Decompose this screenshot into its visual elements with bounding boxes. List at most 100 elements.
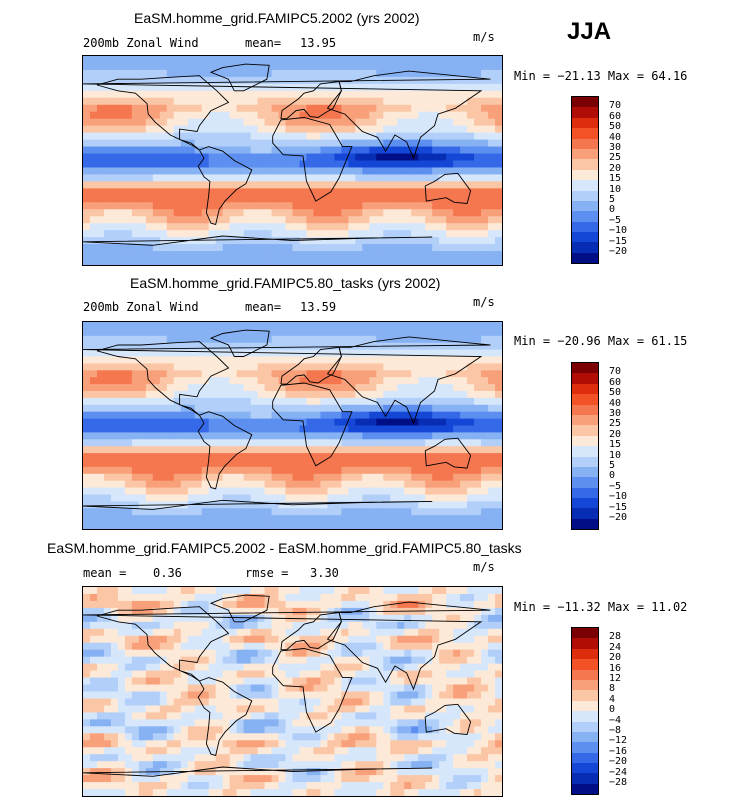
field-cell [320, 726, 329, 734]
field-cell [138, 607, 147, 616]
field-cell [369, 160, 377, 169]
field-cell [83, 370, 91, 378]
field-cell [313, 480, 322, 489]
field-cell [341, 691, 349, 700]
field-cell [404, 83, 412, 92]
field-cell [180, 342, 189, 351]
field-cell [215, 244, 224, 252]
colorbar-swatch [572, 190, 598, 201]
field-cell [194, 167, 203, 176]
field-cell [243, 418, 252, 427]
field-cell [327, 677, 335, 686]
field-cell [404, 244, 412, 252]
field-cell [229, 97, 238, 106]
field-cell [425, 593, 433, 602]
field-cell [334, 466, 342, 475]
field-cell [201, 522, 210, 529]
field-cell [250, 649, 259, 658]
field-cell [299, 195, 308, 203]
field-cell [292, 698, 301, 707]
field-cell [145, 223, 154, 231]
field-cell [222, 223, 231, 231]
field-cell [292, 76, 301, 85]
field-cell [481, 600, 489, 609]
field-cell [439, 726, 447, 734]
field-cell [236, 587, 245, 595]
field-cell [362, 600, 370, 609]
field-cell [222, 453, 231, 461]
field-cell [194, 349, 203, 358]
field-cell [404, 202, 412, 210]
field-cell [411, 349, 419, 358]
field-cell [327, 202, 335, 210]
field-cell [131, 202, 140, 210]
field-cell [250, 691, 259, 700]
coastline [272, 382, 353, 467]
field-cell [208, 230, 217, 238]
field-cell [481, 167, 489, 176]
field-cell [243, 684, 252, 693]
field-cell [138, 132, 147, 141]
field-cell [425, 237, 433, 245]
field-cell [488, 370, 496, 378]
field-cell [474, 494, 482, 502]
field-cell [264, 691, 273, 700]
field-cell [467, 342, 475, 351]
field-cell [488, 670, 496, 679]
field-cell [201, 515, 210, 523]
field-cell [453, 480, 461, 489]
field-cell [439, 628, 447, 637]
field-cell [152, 593, 161, 602]
field-cell [334, 719, 342, 727]
field-cell [215, 635, 224, 644]
field-cell [467, 244, 475, 252]
field-cell [194, 195, 203, 203]
field-cell [404, 146, 412, 155]
field-cell [138, 370, 147, 378]
field-cell [425, 322, 433, 330]
field-cell [180, 188, 189, 196]
field-cell [439, 460, 447, 468]
colorbar-swatch [572, 394, 598, 405]
field-cell [131, 684, 140, 693]
field-cell [257, 223, 266, 231]
field-cell [495, 83, 502, 92]
field-cell [341, 216, 349, 224]
field-cell [327, 391, 335, 399]
field-cell [432, 453, 440, 461]
field-cell [159, 726, 168, 734]
field-cell [425, 363, 433, 371]
colorbar-swatch [572, 221, 598, 233]
field-cell [264, 460, 273, 468]
field-cell [341, 146, 349, 155]
field-cell [299, 104, 308, 113]
field-cell [271, 621, 280, 630]
mean-label: mean= [245, 300, 282, 314]
field-cell [411, 698, 419, 707]
field-cell [418, 733, 426, 741]
field-cell [96, 719, 105, 727]
field-cell [348, 494, 356, 502]
field-cell [103, 404, 112, 413]
field-cell [229, 621, 238, 630]
field-cell [83, 377, 91, 385]
field-cell [215, 167, 224, 176]
field-cell [110, 607, 119, 616]
field-cell [208, 432, 217, 440]
field-cell [495, 501, 502, 509]
field-cell [495, 522, 502, 529]
field-cell [215, 712, 224, 720]
field-cell [306, 642, 315, 651]
field-cell [110, 404, 119, 413]
field-cell [362, 230, 370, 238]
field-cell [495, 614, 502, 623]
field-cell [222, 202, 231, 210]
field-cell [180, 230, 189, 238]
field-cell [460, 712, 468, 720]
field-cell [376, 677, 384, 686]
field-cell [404, 139, 412, 148]
field-cell [96, 258, 105, 265]
field-cell [390, 473, 398, 482]
field-cell [460, 418, 468, 427]
field-cell [145, 90, 154, 99]
